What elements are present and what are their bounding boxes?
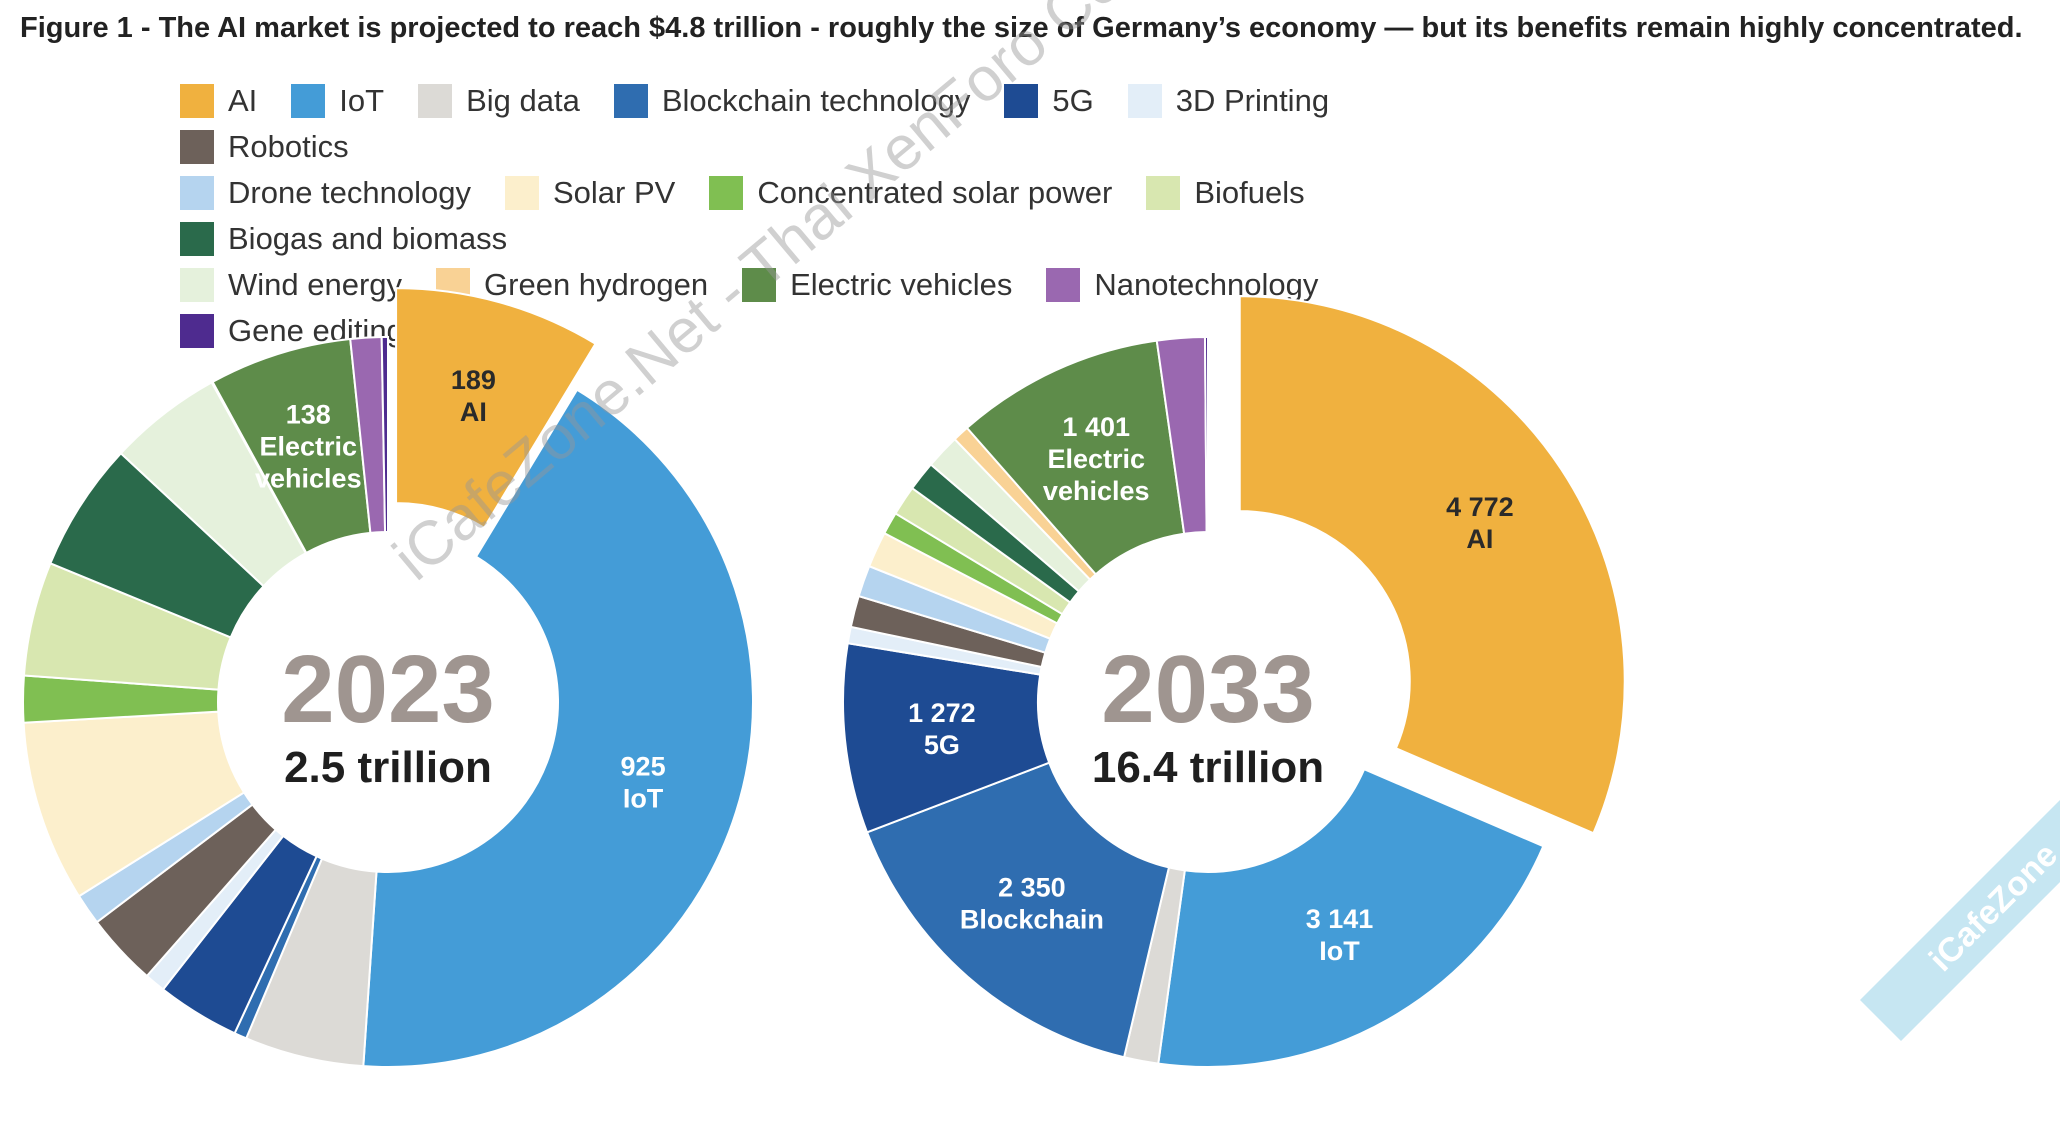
legend-label: Green hydrogen [484, 267, 709, 302]
legend-label: Wind energy [228, 267, 403, 302]
legend-item: Solar PV [505, 170, 675, 216]
legend-swatch [613, 84, 648, 118]
slice-ai [1238, 295, 1626, 835]
slice-gene-editing [380, 335, 389, 534]
legend-swatch [180, 268, 214, 302]
watermark-badge: iCafeZone [1860, 773, 2060, 1042]
legend-item: AI [180, 78, 257, 124]
legend-item: Wind energy [180, 262, 402, 308]
slice-label-ai: 189 AI [451, 365, 496, 427]
slice-iot [362, 388, 754, 1068]
legend-label: IoT [339, 83, 385, 118]
legend-label: Biogas and biomass [228, 221, 508, 256]
legend-swatch [180, 176, 214, 210]
legend-label: Biofuels [1194, 175, 1305, 210]
legend-item: Electric vehicles [742, 262, 1012, 308]
legend-label: Concentrated solar power [757, 175, 1113, 210]
legend-label: 5G [1052, 83, 1094, 118]
slice-label-iot: 925 IoT [621, 752, 666, 814]
legend-item: Robotics [180, 124, 349, 170]
slice-label-iot: 3 141 IoT [1306, 904, 1374, 966]
slice-label-blockchain-technology: 2 350 Blockchain [960, 872, 1104, 934]
legend-swatch [291, 84, 326, 118]
legend-swatch [1046, 268, 1081, 302]
center-total: 2.5 trillion [284, 743, 492, 792]
legend-swatch [742, 268, 777, 302]
legend-swatch [180, 130, 214, 164]
legend-label: 3D Printing [1175, 83, 1330, 118]
slice-ai [395, 287, 597, 530]
legend-label: Robotics [228, 129, 349, 164]
center-year: 2033 [1101, 636, 1315, 743]
legend-label: Big data [466, 83, 580, 118]
legend-item: Big data [418, 78, 580, 124]
legend: AI IoT Big data Blockchain technology 5G 3D P… [180, 78, 1540, 354]
legend-swatch [418, 84, 453, 118]
legend-label: Solar PV [553, 175, 676, 210]
legend-item: Drone technology [180, 170, 471, 216]
legend-label: Blockchain technology [661, 83, 971, 118]
center-year: 2023 [281, 636, 495, 743]
legend-swatch [505, 176, 539, 210]
legend-label: Electric vehicles [790, 267, 1013, 302]
legend-item: Blockchain technology [613, 78, 971, 124]
slice-label-electric-vehicles: 138 Electric vehicles [255, 400, 362, 494]
legend-item: 5G [1004, 78, 1094, 124]
figure-title: Figure 1 - The AI market is projected to… [20, 12, 2023, 44]
legend-swatch [1127, 84, 1162, 118]
slice-iot [1157, 767, 1545, 1068]
legend-swatch [180, 222, 214, 256]
donut-chart-2033: 4 772 AI 3 141 IoT 2 350 Blockchain 1 272 5G 1 4… [842, 295, 1626, 1068]
legend-item: Nanotechnology [1046, 262, 1318, 308]
legend-label: Drone technology [228, 175, 471, 210]
legend-swatch [180, 314, 214, 348]
center-total: 16.4 trillion [1092, 743, 1324, 792]
legend-item: 3D Printing [1127, 78, 1330, 124]
legend-item: Biofuels [1146, 170, 1305, 216]
legend-label: AI [228, 83, 258, 118]
slice-label-electric-vehicles: 1 401 Electric vehicles [1043, 412, 1150, 506]
slice-gene-editing [1203, 335, 1209, 534]
legend-swatch [709, 176, 744, 210]
slice-label-ai: 4 772 AI [1446, 492, 1514, 554]
slice-label-5g: 1 272 5G [908, 698, 976, 760]
legend-item: Concentrated solar power [709, 170, 1112, 216]
legend-swatch [1004, 84, 1039, 118]
legend-label: Nanotechnology [1094, 267, 1319, 302]
legend-item: IoT [291, 78, 384, 124]
legend-swatch [1146, 176, 1181, 210]
legend-item: Green hydrogen [436, 262, 708, 308]
legend-swatch [180, 84, 214, 118]
legend-item: Biogas and biomass [180, 216, 507, 262]
slice-blockchain-technology [865, 761, 1171, 1059]
